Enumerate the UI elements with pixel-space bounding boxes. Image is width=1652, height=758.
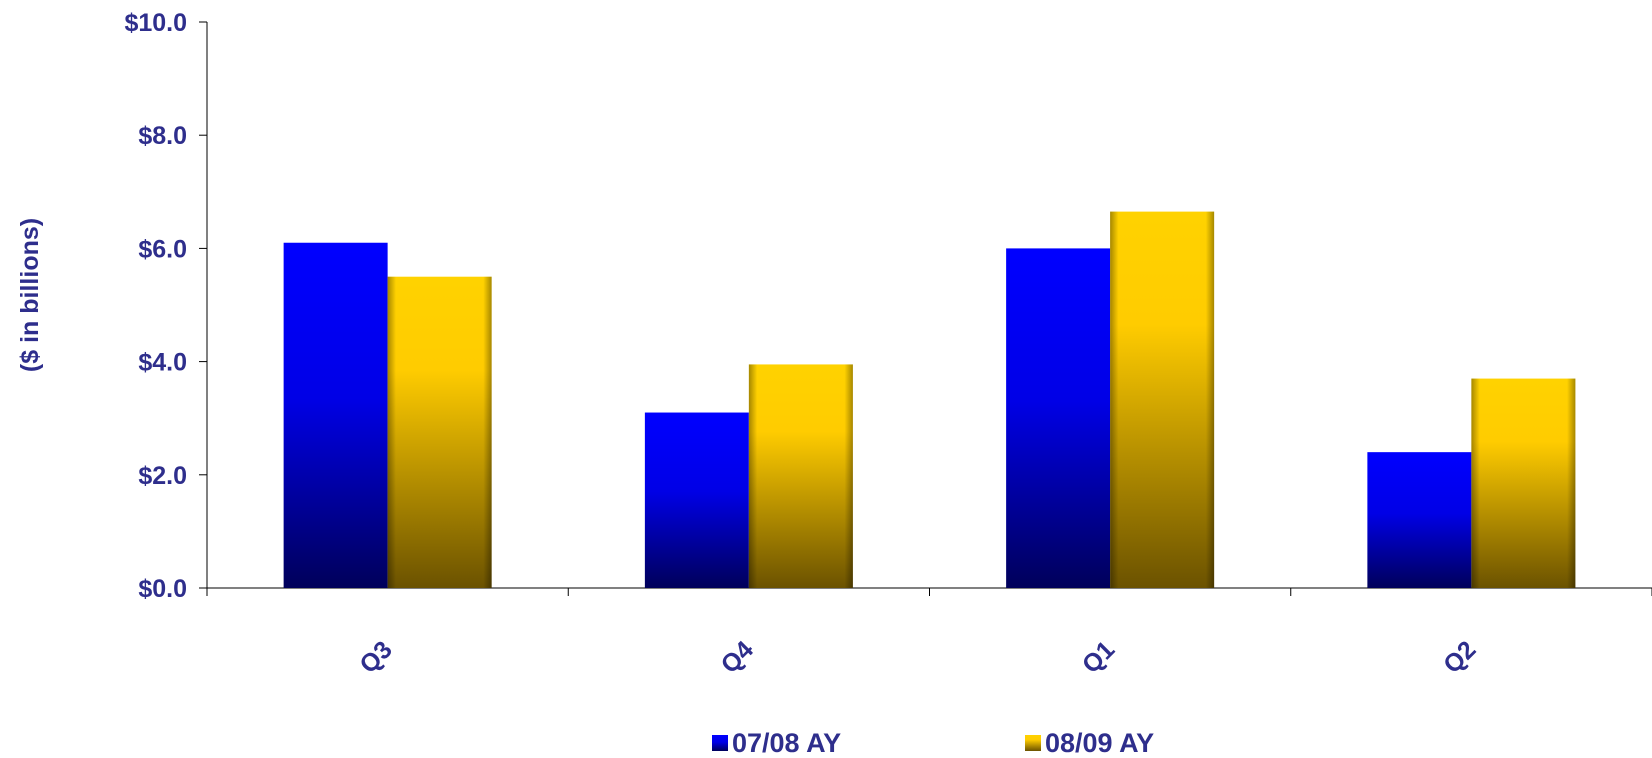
bar-edge-shading — [748, 364, 853, 588]
legend-swatch-0708 — [712, 735, 728, 751]
bar-edge-shading — [1471, 378, 1576, 588]
bar-q4-series-1 — [644, 412, 749, 588]
bar-q3-series-1 — [283, 242, 388, 589]
x-category-label: Q2 — [1438, 636, 1481, 679]
y-tick-label: $10.0 — [124, 9, 187, 37]
legend: 07/08 AY 08/09 AY — [712, 728, 1154, 758]
y-tick-label: $0.0 — [138, 575, 187, 603]
bar-edge-shading — [387, 276, 492, 588]
legend-label-0708: 07/08 AY — [732, 728, 841, 758]
x-category-label: Q4 — [716, 636, 759, 679]
y-tick-label: $6.0 — [138, 235, 187, 263]
bar-edge-shading — [1110, 211, 1215, 589]
plot-area: $0.0 $2.0 $4.0 $6.0 $8.0 $10.0 Q3 Q4 Q1 Q2 — [124, 9, 1652, 679]
y-tick-label: $2.0 — [138, 462, 187, 490]
bar-q2-series-1 — [1367, 452, 1472, 588]
bar-q1-series-1 — [1006, 248, 1111, 588]
y-axis-title: ($ in billions) — [16, 218, 44, 372]
y-tick-label: $8.0 — [138, 122, 187, 150]
legend-swatch-0809 — [1025, 735, 1041, 751]
y-tick-label: $4.0 — [138, 349, 187, 377]
legend-label-0809: 08/09 AY — [1045, 728, 1154, 758]
x-category-label: Q3 — [354, 636, 397, 679]
x-category-label: Q1 — [1077, 636, 1120, 679]
